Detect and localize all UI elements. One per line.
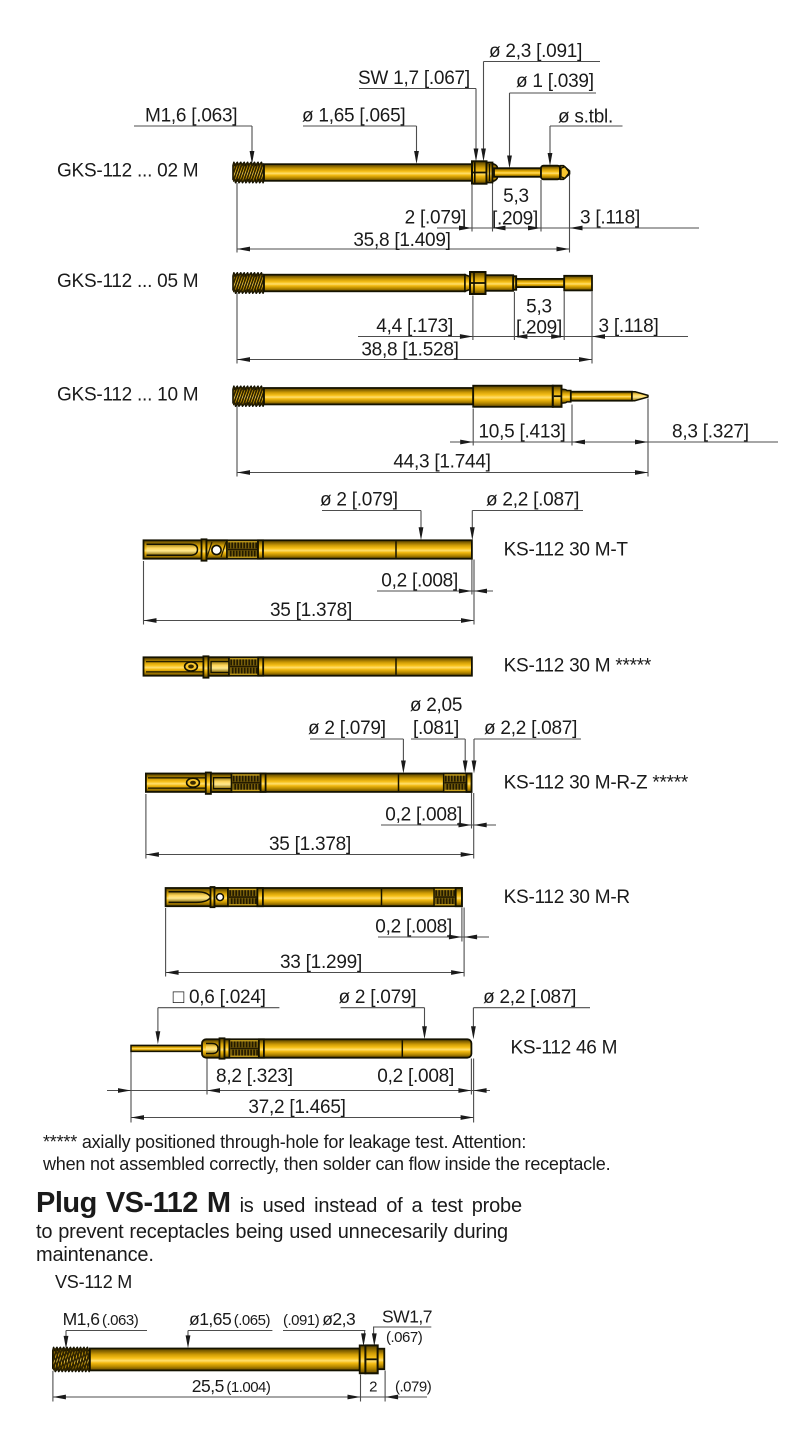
svg-text:ø 2 [.079]: ø 2 [.079]	[320, 490, 398, 511]
svg-text:(.091) ø2,3: (.091) ø2,3	[283, 1309, 355, 1329]
svg-text:2 [.079]: 2 [.079]	[405, 208, 466, 229]
svg-text:3 [.118]: 3 [.118]	[599, 316, 659, 337]
svg-text:5,3: 5,3	[526, 297, 552, 318]
svg-text:ø 2,3 [.091]: ø 2,3 [.091]	[489, 41, 582, 62]
svg-text:ø1,65 (.065): ø1,65 (.065)	[189, 1309, 270, 1329]
svg-text:4,4 [.173]: 4,4 [.173]	[376, 316, 453, 337]
svg-text:8,2 [.323]: 8,2 [.323]	[216, 1066, 293, 1087]
svg-text:ø 2,2 [.087]: ø 2,2 [.087]	[484, 718, 577, 739]
svg-text:44,3 [1.744]: 44,3 [1.744]	[393, 452, 490, 473]
svg-text:38,8 [1.528]: 38,8 [1.528]	[361, 340, 458, 361]
svg-text:M1,6 [.063]: M1,6 [.063]	[145, 106, 237, 127]
svg-text:ø s.tbl.: ø s.tbl.	[558, 107, 613, 128]
svg-text:0,2 [.008]: 0,2 [.008]	[377, 1066, 454, 1087]
svg-text:35,8 [1.409]: 35,8 [1.409]	[353, 230, 450, 251]
svg-text:GKS-112 ... 05 M: GKS-112 ... 05 M	[57, 271, 198, 292]
svg-text:35 [1.378]: 35 [1.378]	[270, 600, 352, 621]
svg-text:5,3: 5,3	[503, 186, 529, 207]
svg-text:8,3 [.327]: 8,3 [.327]	[672, 422, 749, 443]
svg-text:SW1,7: SW1,7	[382, 1307, 432, 1327]
svg-text:25,5 (1.004): 25,5 (1.004)	[192, 1376, 271, 1396]
svg-text:33 [1.299]: 33 [1.299]	[280, 952, 362, 973]
svg-text:[.209]: [.209]	[492, 209, 538, 230]
svg-text:ø 1 [.039]: ø 1 [.039]	[516, 71, 594, 92]
svg-text:ø 2,05: ø 2,05	[410, 695, 462, 716]
svg-text:35 [1.378]: 35 [1.378]	[269, 834, 351, 855]
svg-text:10,5 [.413]: 10,5 [.413]	[478, 422, 565, 443]
svg-text:ø 2 [.079]: ø 2 [.079]	[339, 987, 417, 1008]
svg-text:0,2 [.008]: 0,2 [.008]	[375, 917, 452, 938]
svg-text:ø 2 [.079]: ø 2 [.079]	[308, 718, 386, 739]
svg-text:ø 2,2 [.087]: ø 2,2 [.087]	[483, 987, 576, 1008]
svg-text:ø 1,65 [.065]: ø 1,65 [.065]	[302, 106, 405, 127]
svg-text:KS-112 30 M-R-Z *****: KS-112 30 M-R-Z *****	[504, 773, 689, 794]
svg-text:M1,6 (.063): M1,6 (.063)	[63, 1309, 139, 1329]
svg-text:KS-112 30 M *****: KS-112 30 M *****	[504, 656, 652, 677]
svg-text:(.067): (.067)	[386, 1329, 423, 1346]
svg-text:SW 1,7 [.067]: SW 1,7 [.067]	[358, 68, 470, 89]
svg-text:[.209]: [.209]	[516, 318, 562, 339]
svg-text:0,2 [.008]: 0,2 [.008]	[385, 805, 462, 826]
svg-text:□ 0,6 [.024]: □ 0,6 [.024]	[173, 987, 266, 1008]
svg-text:KS-112 46 M: KS-112 46 M	[511, 1038, 618, 1059]
svg-text:2: 2	[369, 1379, 377, 1396]
svg-text:(.079): (.079)	[395, 1379, 432, 1396]
svg-text:0,2 [.008]: 0,2 [.008]	[381, 571, 458, 592]
svg-text:ø 2,2 [.087]: ø 2,2 [.087]	[486, 490, 579, 511]
svg-text:GKS-112 ... 02 M: GKS-112 ... 02 M	[57, 161, 198, 182]
svg-text:KS-112 30 M-T: KS-112 30 M-T	[504, 540, 629, 561]
svg-text:KS-112 30 M-R: KS-112 30 M-R	[504, 887, 630, 908]
svg-text:[.081]: [.081]	[413, 718, 459, 739]
svg-text:3 [.118]: 3 [.118]	[580, 208, 640, 229]
svg-text:GKS-112 ... 10 M: GKS-112 ... 10 M	[57, 384, 198, 405]
svg-text:37,2 [1.465]: 37,2 [1.465]	[248, 1097, 345, 1118]
